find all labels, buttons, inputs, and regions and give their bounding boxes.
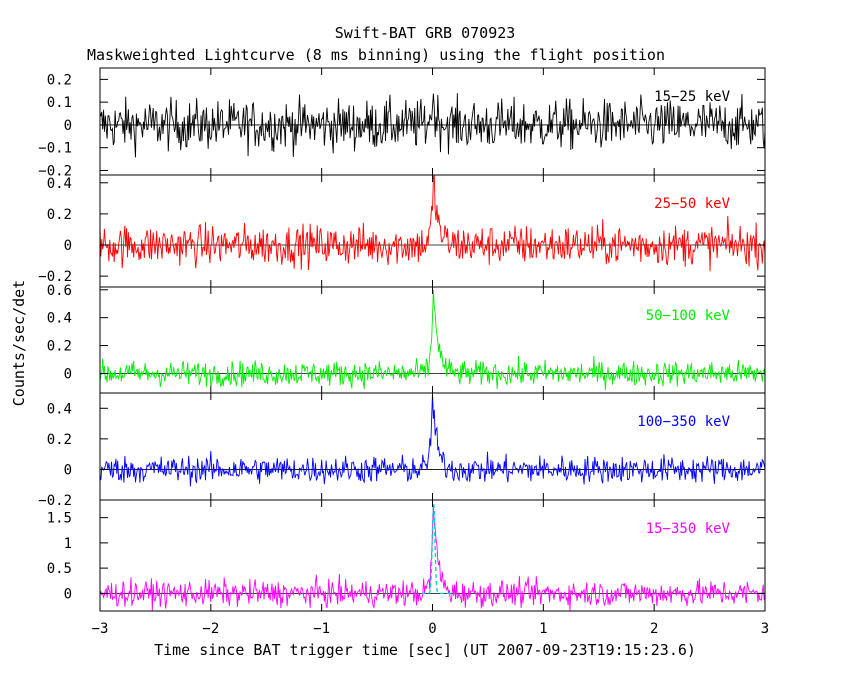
band-label: 15−350 keV xyxy=(646,521,731,537)
x-tick-label: −3 xyxy=(92,621,109,637)
lightcurve-trace xyxy=(99,289,766,391)
lightcurve-trace xyxy=(99,93,766,158)
y-tick-label: 1.5 xyxy=(47,511,72,527)
y-tick-label: −0.2 xyxy=(38,163,72,179)
panel-frame xyxy=(99,286,766,394)
chart-subtitle: Maskweighted Lightcurve (8 ms binning) u… xyxy=(87,46,665,64)
x-tick-label: 2 xyxy=(650,621,658,637)
y-tick-label: 0.2 xyxy=(47,432,72,448)
y-tick-label: 0 xyxy=(64,586,72,602)
panel-frame xyxy=(99,174,766,288)
panels-group: −0.2 −0.1 0 0.1 0.2 15−25 keV −0.2 0 0.2 0.4 25−50… xyxy=(38,67,769,637)
model-curve xyxy=(421,503,455,594)
y-tick-label: −0.2 xyxy=(38,493,72,509)
band-label: 50−100 keV xyxy=(646,308,731,324)
y-tick-label: 0 xyxy=(64,238,72,254)
y-tick-label: 0.2 xyxy=(47,339,72,355)
y-tick-label: 0 xyxy=(64,462,72,478)
y-tick-label: 0 xyxy=(64,366,72,382)
y-tick-label: 0.1 xyxy=(47,95,72,111)
x-tick-label: 0 xyxy=(428,621,436,637)
x-axis-label: Time since BAT trigger time [sec] (UT 20… xyxy=(154,641,696,659)
x-tick-label: 1 xyxy=(539,621,547,637)
x-tick-label: 3 xyxy=(761,621,769,637)
y-tick-label: 0 xyxy=(64,118,72,134)
lightcurve-trace xyxy=(99,174,766,272)
x-tick-label: −2 xyxy=(202,621,219,637)
lightcurve-trace xyxy=(99,392,766,487)
y-axis-label: Counts/sec/det xyxy=(10,280,28,406)
y-tick-label: −0.1 xyxy=(38,141,72,157)
chart-title: Swift-BAT GRB 070923 xyxy=(335,24,516,42)
x-tick-label: −1 xyxy=(313,621,330,637)
y-tick-label: 0.2 xyxy=(47,72,72,88)
band-label: 25−50 keV xyxy=(654,196,730,212)
y-tick-label: 0.6 xyxy=(47,283,72,299)
y-tick-label: 0.4 xyxy=(47,311,72,327)
y-tick-label: 1 xyxy=(64,536,72,552)
band-label: 15−25 keV xyxy=(654,89,730,105)
y-tick-label: −0.2 xyxy=(38,269,72,285)
y-tick-label: 0.4 xyxy=(47,176,72,192)
panel-frame xyxy=(99,392,766,501)
band-label: 100−350 keV xyxy=(637,414,730,430)
y-tick-label: 0.2 xyxy=(47,207,72,223)
y-tick-label: 0.5 xyxy=(47,561,72,577)
y-tick-label: 0.4 xyxy=(47,401,72,417)
